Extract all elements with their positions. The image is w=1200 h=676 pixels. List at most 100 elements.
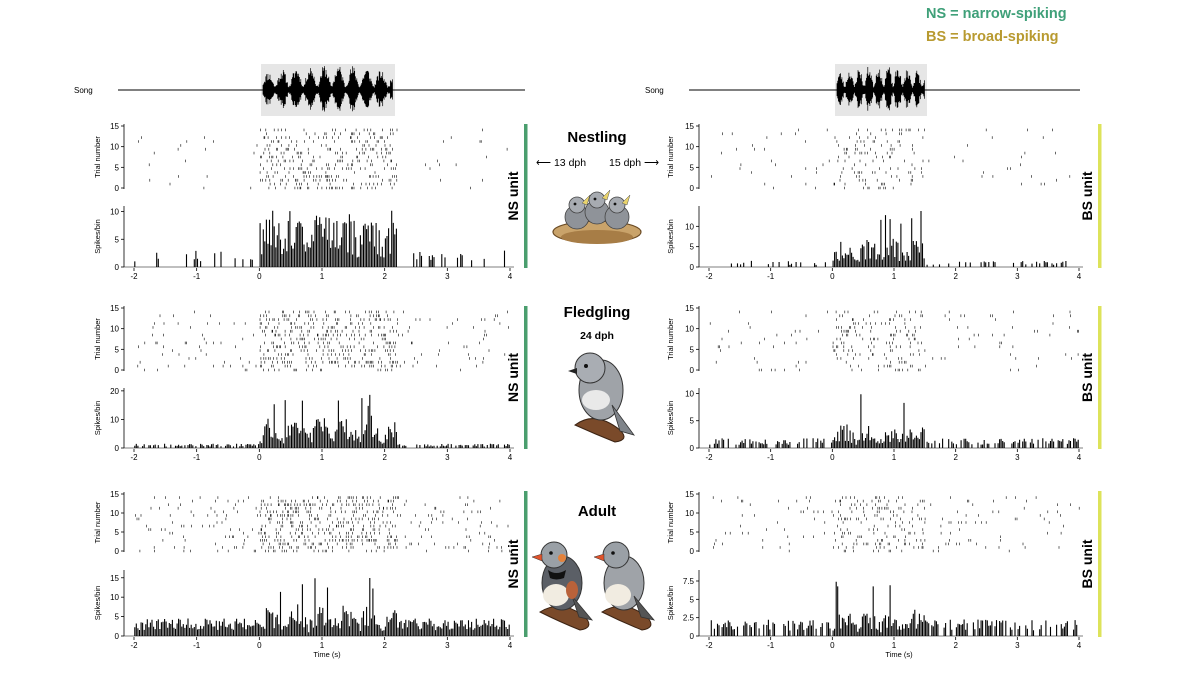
psth-y-tick-label: 7.5 <box>683 577 695 586</box>
raster-y-tick-label: 5 <box>690 345 695 354</box>
psth-y-tick-label: 5 <box>690 595 695 604</box>
x-tick-label: -1 <box>767 453 775 462</box>
raster-spikes <box>135 496 510 553</box>
nestling-eye <box>573 202 577 206</box>
unit-label: BS unit <box>1079 171 1095 220</box>
unit-color-bar <box>1098 306 1102 449</box>
psth-y-tick-label: 0 <box>690 632 695 641</box>
adult-tail <box>633 595 656 621</box>
fledgling-tail <box>611 404 636 436</box>
x-axis-label: Time (s) <box>885 650 913 659</box>
unit-color-bar <box>1098 491 1102 637</box>
raster-y-tick-label: 10 <box>685 143 694 152</box>
stage-age: 24 dph <box>580 330 614 342</box>
psth-y-tick-label: 2.5 <box>683 614 695 623</box>
x-tick-label: 0 <box>830 453 835 462</box>
nestling-beak <box>621 194 631 206</box>
fledgling-head <box>574 352 606 384</box>
raster-y-tick-label: 0 <box>690 366 695 375</box>
x-tick-label: 1 <box>892 272 897 281</box>
nestling-head <box>588 191 606 209</box>
adult-beak <box>531 553 543 562</box>
psth-y-tick-label: 15 <box>110 574 119 583</box>
raster-y-axis-label: Trial number <box>666 501 675 543</box>
age-left: ⟵ 13 dph <box>536 157 586 169</box>
psth-y-axis-label: Spikes/bin <box>666 401 675 436</box>
song-waveform <box>262 66 393 112</box>
x-tick-label: 3 <box>1015 272 1020 281</box>
x-tick-label: 3 <box>445 453 450 462</box>
x-tick-label: 1 <box>320 453 325 462</box>
x-tick-label: -2 <box>130 453 138 462</box>
raster-y-tick-label: 10 <box>110 143 119 152</box>
psth-y-axis-label: Spikes/bin <box>666 586 675 621</box>
raster-y-tick-label: 15 <box>685 122 694 131</box>
stage-title: Fledgling <box>564 304 631 321</box>
raster-y-tick-label: 15 <box>685 490 694 499</box>
adult-head <box>602 541 630 569</box>
x-axis-label: Time (s) <box>313 650 341 659</box>
raster-spikes <box>138 128 508 190</box>
x-tick-label: -1 <box>193 453 201 462</box>
psth-y-tick-label: 0 <box>690 444 695 453</box>
panel-fledgling-right: 0 5 10 15 Trial number 0 5 10 Spikes/bin -2 -1 0 1 2 3… <box>666 304 1102 462</box>
unit-label: NS unit <box>505 353 521 402</box>
x-tick-label: 0 <box>257 453 262 462</box>
x-tick-label: -1 <box>193 272 201 281</box>
raster-y-tick-label: 15 <box>110 122 119 131</box>
psth-bars <box>134 210 506 267</box>
unit-label: BS unit <box>1079 539 1095 588</box>
stage-title: Adult <box>578 503 616 520</box>
adult-eye <box>549 551 553 555</box>
x-tick-label: 2 <box>382 641 387 650</box>
x-tick-label: 2 <box>382 272 387 281</box>
psth-y-axis-label: Spikes/bin <box>93 401 102 436</box>
psth-y-tick-label: 0 <box>115 263 120 272</box>
age-right: 15 dph ⟶ <box>609 157 660 169</box>
psth-bars <box>730 211 1067 267</box>
adult-breast <box>543 584 569 606</box>
x-tick-label: 1 <box>892 641 897 650</box>
nestling-head <box>608 196 626 214</box>
psth-y-tick-label: 5 <box>690 243 695 252</box>
chest-band <box>548 570 566 580</box>
psth-y-tick-label: 0 <box>115 444 120 453</box>
psth-y-tick-label: 10 <box>685 389 694 398</box>
nest-base <box>561 230 633 244</box>
psth-bars <box>134 394 510 448</box>
raster-y-tick-label: 10 <box>685 509 694 518</box>
raster-y-tick-label: 10 <box>685 325 694 334</box>
perch <box>574 418 625 443</box>
legend-bs: BS = broad-spiking <box>926 29 1059 45</box>
nestling-birds-in-nest-icon <box>552 189 642 244</box>
unit-color-bar <box>524 491 528 637</box>
x-tick-label: 3 <box>1015 453 1020 462</box>
raster-spikes <box>712 496 1080 553</box>
psth-y-axis-label: Spikes/bin <box>93 586 102 621</box>
raster-y-axis-label: Trial number <box>666 136 675 178</box>
raster-y-axis-label: Trial number <box>93 136 102 178</box>
psth-y-tick-label: 0 <box>690 263 695 272</box>
adult-eye <box>611 551 615 555</box>
raster-y-tick-label: 0 <box>115 366 120 375</box>
x-tick-label: 0 <box>830 641 835 650</box>
x-tick-label: 3 <box>445 641 450 650</box>
psth-y-tick-label: 0 <box>115 632 120 641</box>
raster-y-tick-label: 10 <box>110 509 119 518</box>
x-tick-label: 2 <box>382 453 387 462</box>
raster-y-tick-label: 15 <box>110 304 119 313</box>
x-tick-label: 4 <box>1077 453 1082 462</box>
adult-zebra-finch-pair-icon <box>531 541 656 631</box>
raster-y-tick-label: 15 <box>110 490 119 499</box>
x-tick-label: -2 <box>130 641 138 650</box>
x-tick-label: 2 <box>953 272 958 281</box>
x-tick-label: 1 <box>892 453 897 462</box>
x-tick-label: 4 <box>1077 641 1082 650</box>
x-tick-label: -2 <box>705 272 713 281</box>
x-tick-label: 2 <box>953 453 958 462</box>
psth-y-tick-label: 10 <box>110 593 119 602</box>
psth-y-tick-label: 5 <box>690 417 695 426</box>
raster-y-tick-label: 0 <box>115 547 120 556</box>
